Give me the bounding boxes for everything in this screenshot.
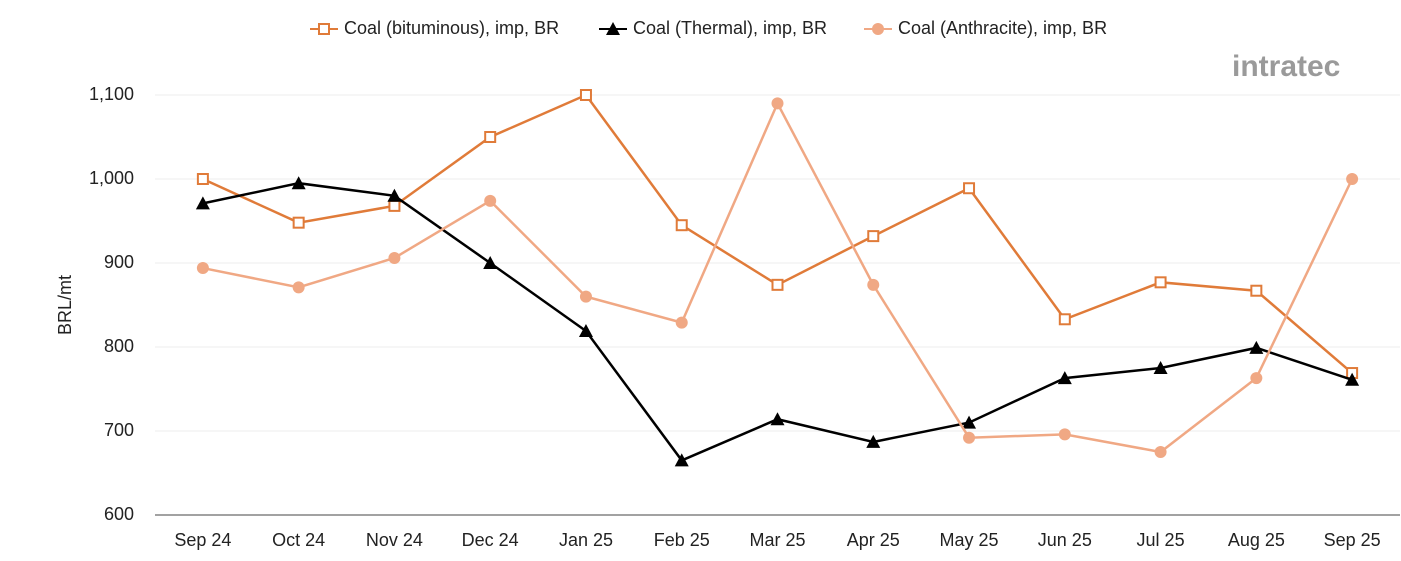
data-point — [674, 453, 689, 467]
y-tick-label: 800 — [104, 336, 134, 356]
data-point — [579, 89, 592, 101]
x-tick-label: Nov 24 — [366, 530, 423, 550]
data-point — [195, 196, 210, 210]
data-point — [579, 290, 592, 303]
legend-label: Coal (Thermal), imp, BR — [633, 18, 827, 38]
x-tick-label: Mar 25 — [749, 530, 805, 550]
legend-marker — [606, 22, 620, 35]
data-point — [1058, 313, 1071, 326]
y-tick-label: 600 — [104, 504, 134, 524]
data-point — [578, 324, 593, 338]
data-point — [196, 262, 209, 275]
data-point — [196, 173, 209, 185]
legend-marker — [318, 23, 330, 35]
y-tick-label: 700 — [104, 420, 134, 440]
data-point — [963, 182, 976, 195]
data-point — [292, 216, 305, 229]
data-point — [484, 131, 497, 143]
data-point — [1345, 372, 1360, 386]
logo: intratec — [1232, 50, 1340, 83]
data-point — [866, 434, 881, 448]
data-point — [1058, 428, 1071, 441]
series-line — [202, 93, 1353, 374]
x-tick-label: Oct 24 — [272, 530, 325, 550]
data-point — [963, 431, 976, 444]
legend-label: Coal (bituminous), imp, BR — [344, 18, 559, 38]
data-point — [1250, 284, 1263, 297]
data-point — [1346, 173, 1359, 185]
x-tick-label: Sep 25 — [1324, 530, 1381, 550]
x-tick-label: Jul 25 — [1137, 530, 1185, 550]
data-point — [291, 176, 306, 190]
x-tick-label: Apr 25 — [847, 530, 900, 550]
data-point — [1250, 372, 1263, 385]
data-point — [388, 199, 401, 212]
y-tick-label: 1,100 — [89, 84, 134, 104]
data-point — [1249, 340, 1264, 354]
x-tick-label: Dec 24 — [462, 530, 519, 550]
data-point — [867, 278, 880, 291]
x-tick-label: Jan 25 — [559, 530, 613, 550]
x-tick-label: Feb 25 — [654, 530, 710, 550]
series-line — [202, 100, 1354, 454]
y-tick-label: 1,000 — [89, 168, 134, 188]
data-point — [962, 415, 977, 429]
data-point — [1154, 446, 1167, 458]
x-tick-label: May 25 — [940, 530, 999, 550]
legend-label: Coal (Anthracite), imp, BR — [898, 18, 1107, 38]
data-point — [388, 251, 401, 264]
legend-marker — [872, 23, 884, 35]
data-point — [484, 194, 497, 207]
data-point — [1154, 276, 1167, 289]
x-tick-label: Jun 25 — [1038, 530, 1092, 550]
data-point — [1057, 371, 1072, 385]
y-tick-label: 900 — [104, 252, 134, 272]
x-tick-label: Sep 24 — [174, 530, 231, 550]
data-point — [1153, 361, 1168, 374]
data-point — [771, 278, 784, 291]
data-point — [770, 412, 785, 426]
data-point — [771, 97, 784, 110]
data-point — [483, 256, 498, 269]
y-axis-label: BRL/mt — [55, 275, 75, 335]
data-point — [292, 281, 305, 294]
x-tick-label: Aug 25 — [1228, 530, 1285, 550]
data-point — [675, 316, 688, 329]
data-point — [675, 219, 688, 232]
data-point — [387, 188, 402, 202]
data-point — [867, 230, 880, 243]
